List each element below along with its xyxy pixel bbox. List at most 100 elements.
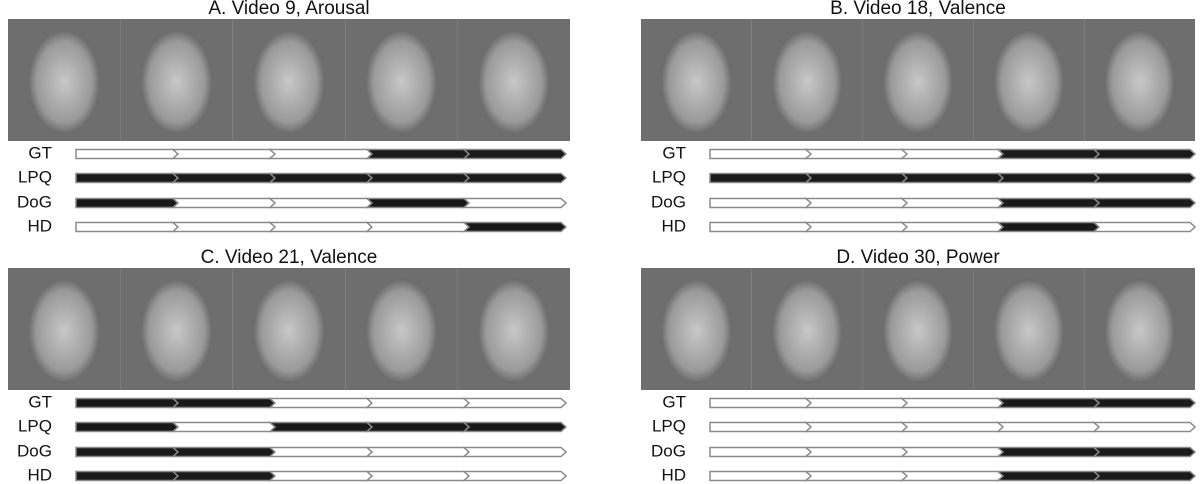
label-segment	[1094, 472, 1195, 481]
label-segment	[1094, 423, 1195, 432]
label-segment	[270, 423, 372, 432]
label-segment	[710, 199, 811, 208]
face	[253, 279, 325, 383]
row-label: DoG	[17, 441, 52, 460]
label-segment	[367, 423, 469, 432]
label-segment	[806, 150, 907, 159]
label-segment	[710, 472, 811, 481]
label-segment	[76, 174, 178, 183]
label-segment	[270, 399, 372, 408]
label-segment	[464, 423, 566, 432]
label-segment	[806, 399, 907, 408]
face	[1104, 279, 1175, 383]
panel-title: B. Video 18, Valence	[830, 0, 1006, 19]
label-segment	[76, 399, 178, 408]
label-segment	[902, 448, 1003, 457]
label-segment	[173, 423, 275, 432]
label-segment	[270, 448, 372, 457]
label-segment	[902, 150, 1003, 159]
face	[478, 279, 550, 383]
label-segment	[1094, 223, 1195, 232]
face	[993, 279, 1064, 383]
label-segment	[902, 399, 1003, 408]
panel: D. Video 30, Power GT LPQ DoG HD	[641, 247, 1195, 484]
row-label: HD	[661, 465, 686, 484]
label-segment	[902, 174, 1003, 183]
label-segment	[173, 199, 275, 208]
label-segment	[806, 423, 907, 432]
label-segment	[270, 199, 372, 208]
face	[993, 30, 1064, 134]
label-segment	[710, 399, 811, 408]
row-label: GT	[662, 392, 686, 411]
face	[365, 30, 437, 134]
label-segment	[710, 423, 811, 432]
label-segment	[464, 199, 566, 208]
label-segment	[173, 448, 275, 457]
label-segment	[806, 199, 907, 208]
row-label: HD	[27, 465, 52, 484]
row-label: HD	[27, 216, 52, 235]
label-segment	[1094, 174, 1195, 183]
label-segment	[76, 472, 178, 481]
row-label: LPQ	[18, 167, 52, 186]
face	[28, 279, 100, 383]
face	[661, 279, 732, 383]
label-segment	[998, 199, 1099, 208]
face	[1104, 30, 1175, 134]
figure: A. Video 9, Arousal GT LPQ DoG HD B. Video 18…	[0, 0, 1202, 484]
label-segment	[367, 472, 469, 481]
face	[141, 30, 213, 134]
label-segment	[902, 223, 1003, 232]
panel-title: D. Video 30, Power	[836, 247, 1000, 268]
face	[365, 279, 437, 383]
label-segment	[1094, 150, 1195, 159]
label-segment	[464, 150, 566, 159]
row-label: GT	[28, 392, 52, 411]
face	[883, 30, 954, 134]
label-segment	[464, 174, 566, 183]
face	[253, 30, 325, 134]
label-segment	[367, 150, 469, 159]
row-label: DoG	[17, 192, 52, 211]
label-segment	[710, 150, 811, 159]
label-segment	[76, 199, 178, 208]
label-segment	[367, 399, 469, 408]
label-segment	[464, 223, 566, 232]
row-label: DoG	[651, 192, 686, 211]
label-segment	[76, 223, 178, 232]
row-label: DoG	[651, 441, 686, 460]
face	[883, 279, 954, 383]
label-segment	[173, 150, 275, 159]
face	[28, 30, 100, 134]
label-segment	[998, 423, 1099, 432]
label-segment	[173, 472, 275, 481]
label-segment	[270, 472, 372, 481]
label-segment	[902, 423, 1003, 432]
label-segment	[998, 223, 1099, 232]
face	[478, 30, 550, 134]
label-segment	[1094, 199, 1195, 208]
label-segment	[464, 448, 566, 457]
label-segment	[806, 223, 907, 232]
label-segment	[464, 472, 566, 481]
label-segment	[998, 399, 1099, 408]
row-label: GT	[28, 143, 52, 162]
label-segment	[998, 472, 1099, 481]
panel: A. Video 9, Arousal GT LPQ DoG HD	[8, 0, 570, 235]
label-segment	[1094, 448, 1195, 457]
label-segment	[1094, 399, 1195, 408]
label-segment	[710, 223, 811, 232]
label-segment	[367, 199, 469, 208]
label-segment	[367, 223, 469, 232]
label-segment	[76, 448, 178, 457]
face	[772, 30, 843, 134]
face	[141, 279, 213, 383]
panel-title: A. Video 9, Arousal	[208, 0, 369, 19]
row-label: LPQ	[652, 416, 686, 435]
row-label: LPQ	[18, 416, 52, 435]
label-segment	[806, 472, 907, 481]
label-segment	[367, 448, 469, 457]
